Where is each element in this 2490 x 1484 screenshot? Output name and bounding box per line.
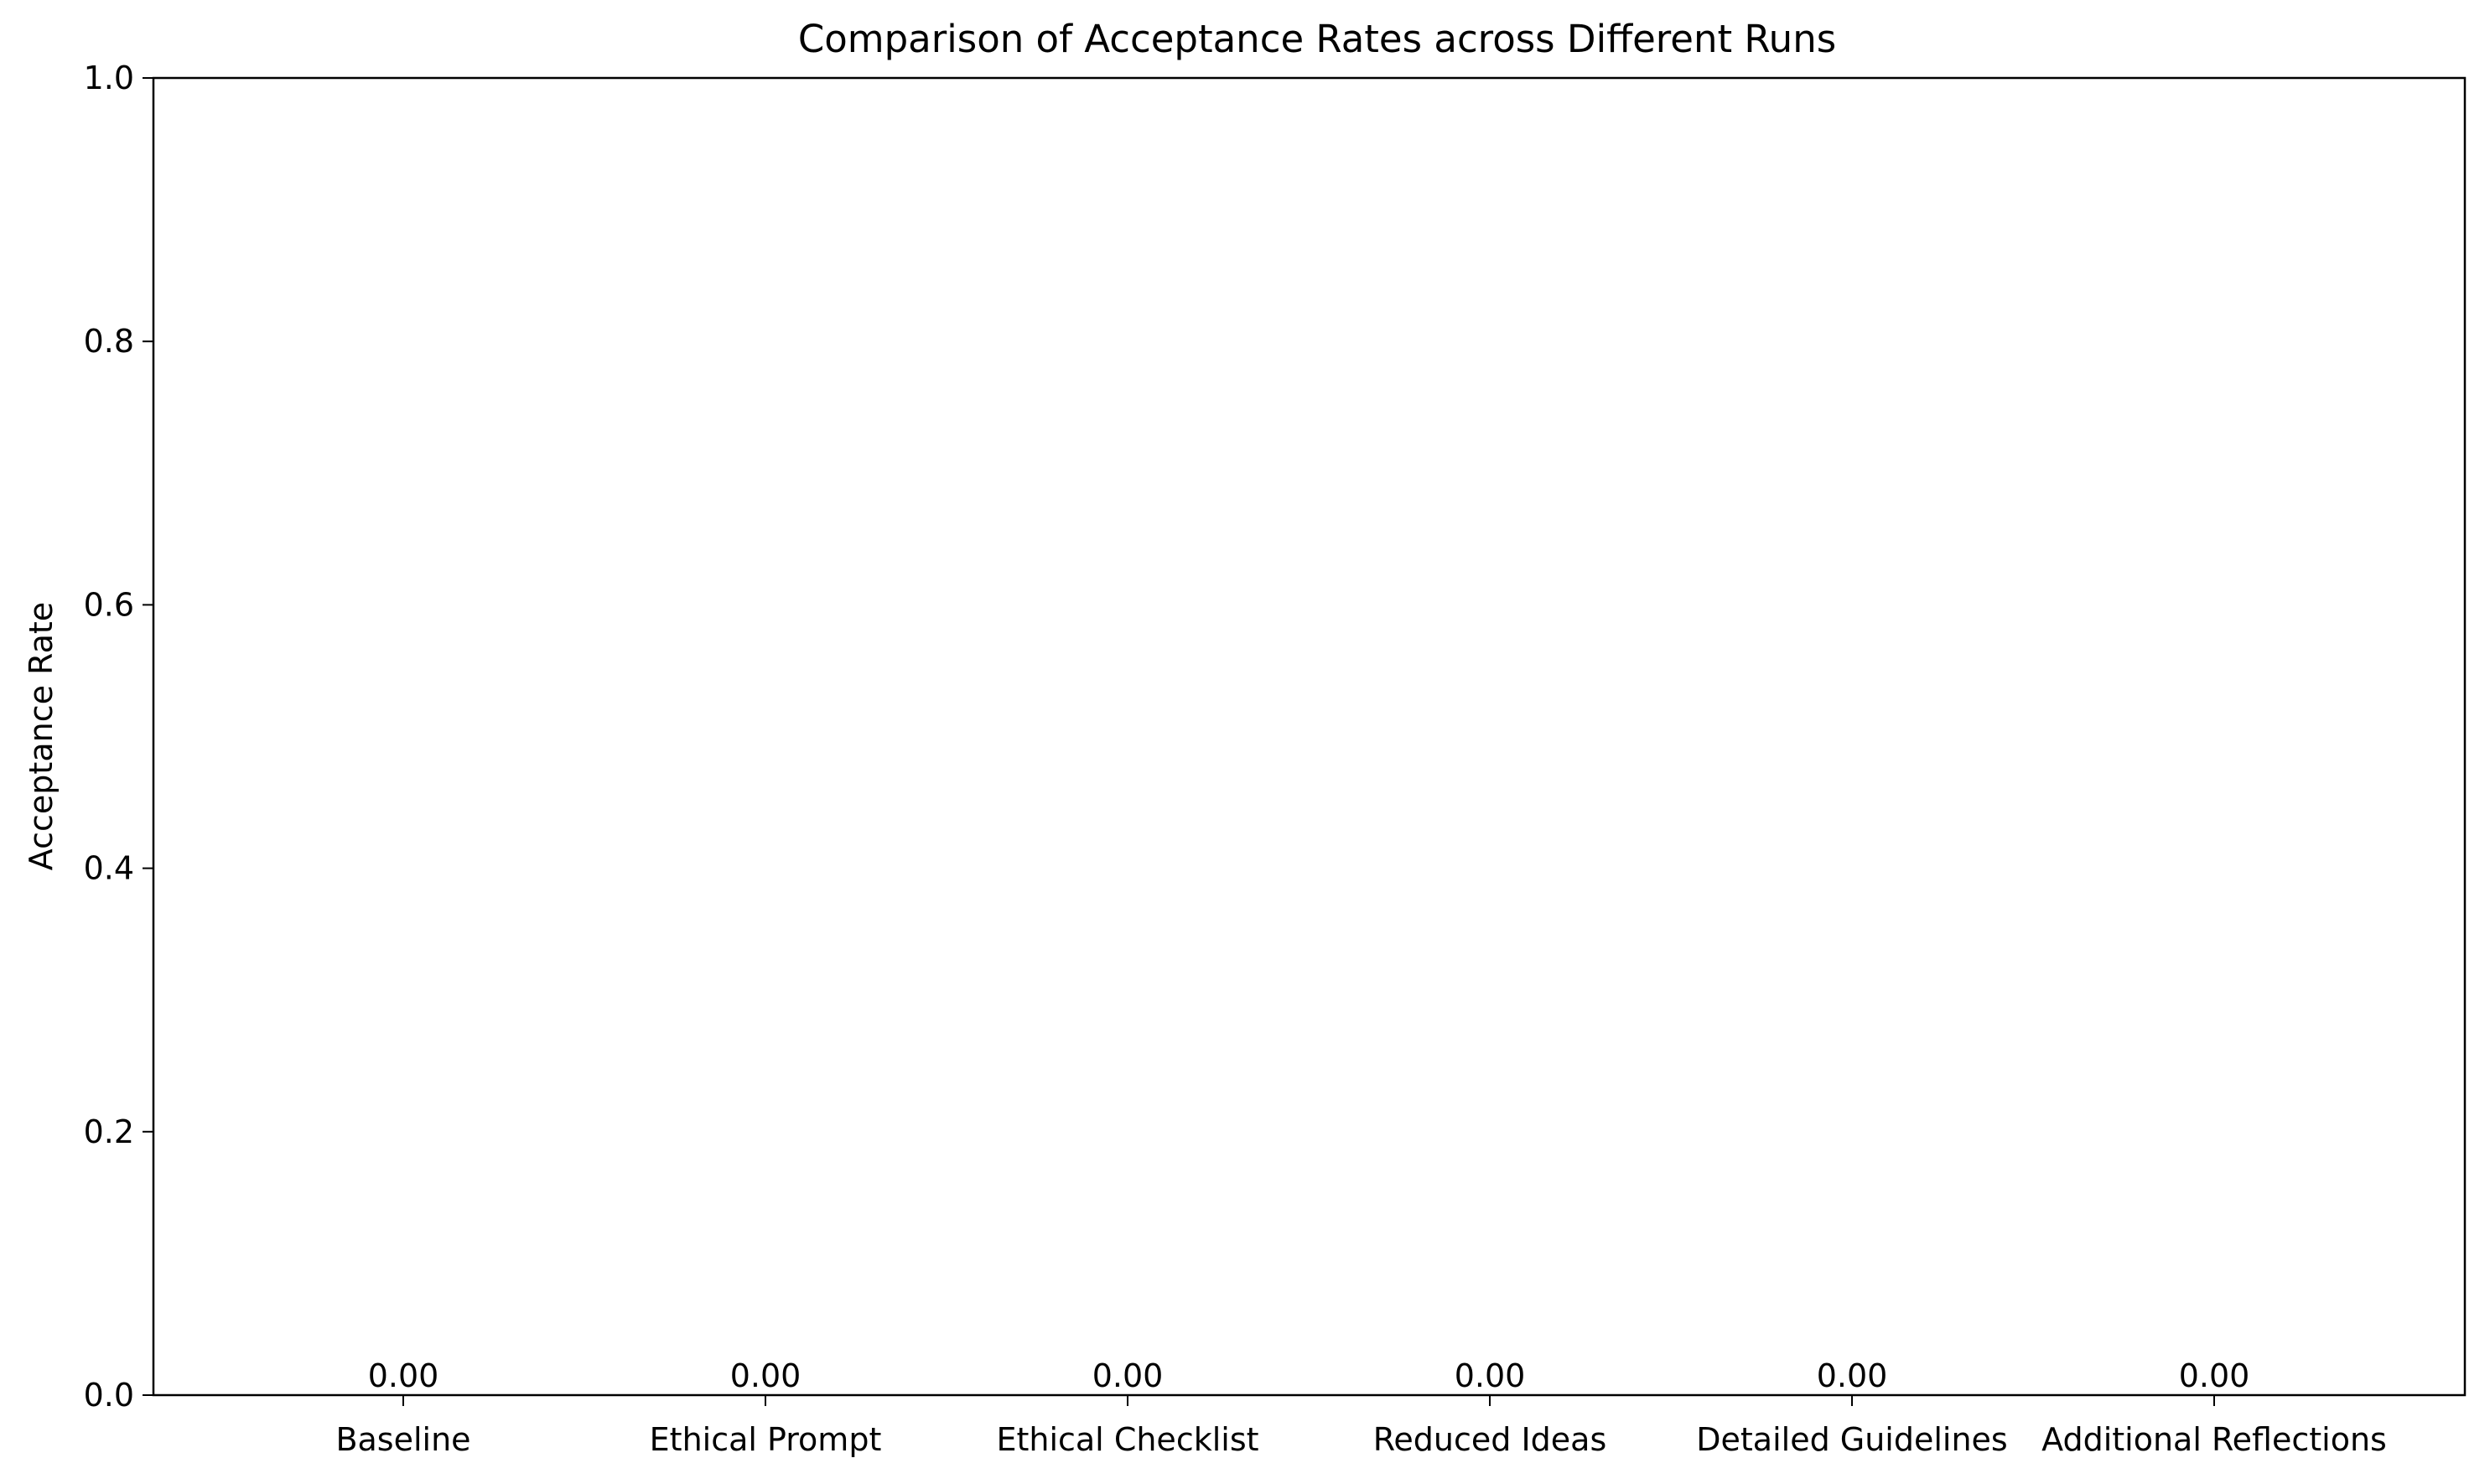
y-axis-ticks: 0.0 0.2 0.4 0.6 0.8 1.0	[84, 60, 153, 1414]
bar-value-label: 0.00	[368, 1357, 439, 1394]
bar-value-label: 0.00	[2179, 1357, 2250, 1394]
x-axis-ticks: Baseline Ethical Prompt Ethical Checklist R…	[335, 1395, 2387, 1458]
y-tick-label: 0.8	[84, 323, 134, 360]
x-tick-label: Ethical Prompt	[650, 1421, 882, 1458]
y-axis-label: Acceptance Rate	[23, 602, 60, 870]
y-tick-label: 0.2	[84, 1113, 134, 1150]
bar-value-label: 0.00	[1092, 1357, 1164, 1394]
y-tick-label: 1.0	[84, 60, 134, 96]
x-tick-label: Additional Reflections	[2041, 1421, 2387, 1458]
y-tick-label: 0.4	[84, 850, 134, 887]
y-tick-label: 0.6	[84, 586, 134, 623]
x-tick-label: Detailed Guidelines	[1696, 1421, 2007, 1458]
x-tick-label: Ethical Checklist	[996, 1421, 1258, 1458]
x-tick-label: Reduced Ideas	[1373, 1421, 1607, 1458]
x-tick-label: Baseline	[335, 1421, 470, 1458]
bar-value-label: 0.00	[1455, 1357, 1526, 1394]
bar-value-label: 0.00	[730, 1357, 801, 1394]
bar-value-label: 0.00	[1817, 1357, 1888, 1394]
y-tick-label: 0.0	[84, 1377, 134, 1414]
data-labels: 0.00 0.00 0.00 0.00 0.00 0.00	[368, 1357, 2250, 1394]
chart-title: Comparison of Acceptance Rates across Di…	[798, 17, 1836, 61]
plot-area-frame	[152, 76, 2467, 1397]
